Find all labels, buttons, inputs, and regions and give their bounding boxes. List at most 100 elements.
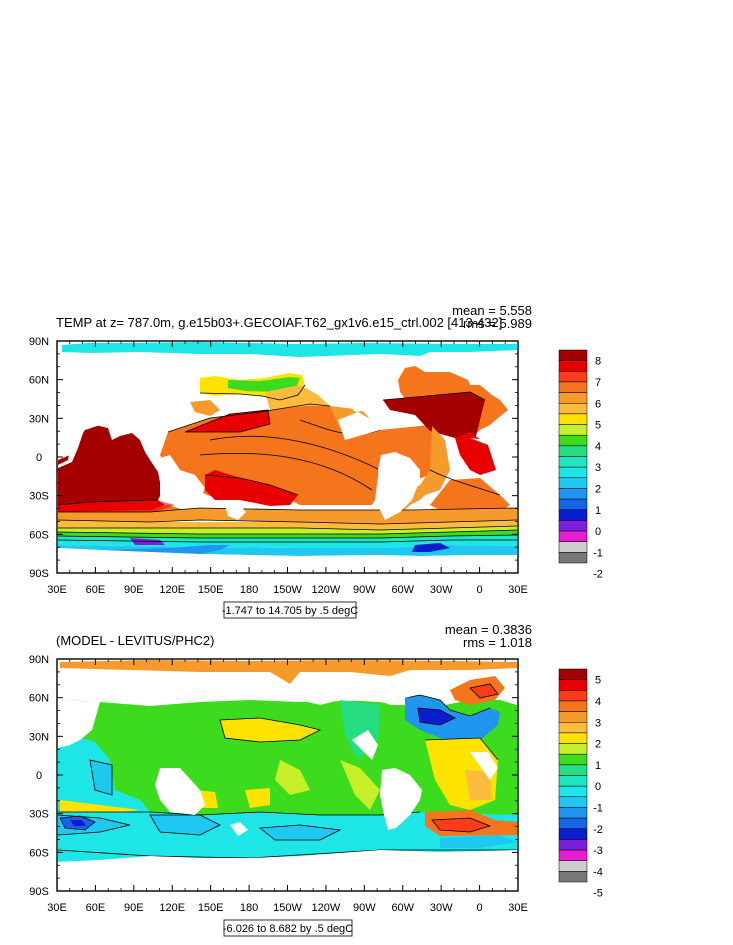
colorbar-swatch bbox=[558, 477, 588, 489]
x-tick-label: 150W bbox=[273, 902, 302, 914]
colorbar-label: -1 bbox=[593, 802, 603, 814]
colorbar-label: 8 bbox=[595, 356, 601, 368]
colorbar-swatch bbox=[558, 541, 588, 553]
x-tick-label: 150E bbox=[198, 584, 224, 596]
colorbar-swatch bbox=[558, 509, 588, 521]
colorbar-label: -1 bbox=[593, 547, 603, 559]
colorbar-swatch bbox=[558, 839, 588, 851]
x-tick-label: 150E bbox=[198, 902, 224, 914]
colorbar-swatch bbox=[558, 690, 588, 702]
y-tick-label: 0 bbox=[36, 452, 42, 464]
colorbar-swatch bbox=[558, 817, 588, 829]
colorbar-swatch bbox=[558, 360, 588, 372]
x-tick-label: 120W bbox=[312, 584, 341, 596]
colorbar-swatch bbox=[558, 679, 588, 691]
contour-info: -1.747 to 14.705 by .5 degC bbox=[222, 605, 358, 617]
colorbar-swatch bbox=[558, 403, 588, 415]
x-tick-label: 30W bbox=[430, 902, 453, 914]
colorbar-label: 4 bbox=[595, 696, 601, 708]
colorbar-swatch bbox=[558, 828, 588, 840]
panel-title: TEMP at z= 787.0m, g.e15b03+.GECOIAF.T62… bbox=[56, 315, 502, 330]
colorbar-swatch bbox=[558, 732, 588, 744]
x-ticks: 30E 60E 90E 120E 150E 180 150W 120W 90W 60W 30W 0 30… bbox=[47, 659, 528, 914]
colorbar-swatch bbox=[558, 871, 588, 883]
colorbar-swatch bbox=[558, 796, 588, 808]
y-tick-label: 0 bbox=[36, 770, 42, 782]
colorbar-label: 3 bbox=[595, 717, 601, 729]
x-tick-label: 150W bbox=[273, 584, 302, 596]
colorbar-swatch bbox=[558, 668, 588, 680]
x-tick-label: 60E bbox=[86, 902, 106, 914]
colorbar-swatch bbox=[558, 413, 588, 425]
y-tick-label: 30N bbox=[29, 413, 49, 425]
x-tick-label: 60W bbox=[391, 584, 414, 596]
colorbar-swatch bbox=[558, 849, 588, 861]
colorbar-swatch bbox=[558, 753, 588, 766]
colorbar-label: 0 bbox=[595, 781, 601, 793]
colorbar-label: 0 bbox=[595, 526, 601, 538]
colorbar-swatch bbox=[558, 488, 588, 500]
y-tick-label: 90N bbox=[29, 336, 49, 348]
x-tick-label: 0 bbox=[477, 584, 483, 596]
x-tick-label: 60W bbox=[391, 902, 414, 914]
colorbar-swatch bbox=[558, 520, 588, 532]
y-tick-label: 60N bbox=[29, 693, 49, 705]
x-tick-label: 120E bbox=[159, 584, 185, 596]
mean-stat: mean = 5.558 bbox=[452, 303, 532, 318]
colorbar-label: -4 bbox=[593, 866, 603, 878]
colorbar-label: 6 bbox=[595, 398, 601, 410]
colorbar-label: 2 bbox=[595, 483, 601, 495]
y-tick-label: 90S bbox=[29, 568, 49, 580]
rms-stat: rms = 1.018 bbox=[463, 635, 532, 650]
colorbar-label: 4 bbox=[595, 441, 601, 453]
x-tick-label: 30E bbox=[508, 902, 528, 914]
y-tick-label: 60N bbox=[29, 375, 49, 387]
colorbar-swatch bbox=[558, 722, 588, 734]
x-tick-label: 180 bbox=[240, 902, 258, 914]
y-tick-label: 90N bbox=[29, 654, 49, 666]
colorbar: 8 7 6 5 4 3 2 1 0 -1 -2 bbox=[558, 349, 603, 581]
colorbar-swatch bbox=[558, 371, 588, 383]
x-tick-label: 90W bbox=[353, 902, 376, 914]
x-tick-label: 30W bbox=[430, 584, 453, 596]
x-tick-label: 90E bbox=[124, 902, 144, 914]
map-field bbox=[57, 342, 518, 572]
panel-temp: TEMP at z= 787.0m, g.e15b03+.GECOIAF.T62… bbox=[29, 303, 603, 619]
colorbar-swatch bbox=[558, 711, 588, 723]
y-ticks: 90N 60N 30N 0 30S 60S 90S bbox=[29, 654, 518, 898]
x-tick-label: 120W bbox=[312, 902, 341, 914]
colorbar-swatch bbox=[558, 775, 588, 787]
colorbar-label: 5 bbox=[595, 675, 601, 687]
x-tick-label: 0 bbox=[477, 902, 483, 914]
panel-title: (MODEL - LEVITUS/PHC2) bbox=[56, 633, 214, 648]
rms-stat: rms = 5.989 bbox=[463, 316, 532, 331]
colorbar-swatch bbox=[558, 700, 588, 712]
colorbar-swatch bbox=[558, 466, 588, 479]
contour-info: -6.026 to 8.682 by .5 degC bbox=[223, 923, 353, 935]
x-tick-label: 60E bbox=[86, 584, 106, 596]
x-tick-label: 30E bbox=[508, 584, 528, 596]
contour-info-box bbox=[223, 601, 357, 619]
x-tick-label: 90E bbox=[124, 584, 144, 596]
y-tick-label: 60S bbox=[29, 847, 49, 859]
x-tick-label: 30E bbox=[47, 902, 67, 914]
colorbar-label: -2 bbox=[593, 569, 603, 581]
colorbar-swatch bbox=[558, 498, 588, 511]
colorbar-swatch bbox=[558, 445, 588, 457]
x-ticks: 30E 60E 90E 120E 150E 180 150W 120W 90W 60W 30W 0 30… bbox=[47, 341, 528, 596]
colorbar-swatch bbox=[558, 807, 588, 819]
x-tick-label: 30E bbox=[47, 584, 67, 596]
colorbar-label: 1 bbox=[595, 760, 601, 772]
colorbar-swatch bbox=[558, 381, 588, 393]
x-tick-label: 120E bbox=[159, 902, 185, 914]
colorbar-label: 5 bbox=[595, 420, 601, 432]
colorbar-label: 7 bbox=[595, 377, 601, 389]
colorbar-swatch bbox=[558, 764, 588, 776]
colorbar-swatch bbox=[558, 349, 588, 361]
y-tick-label: 30S bbox=[29, 491, 49, 503]
colorbar-swatch bbox=[558, 434, 588, 447]
y-tick-label: 90S bbox=[29, 886, 49, 898]
y-tick-label: 30S bbox=[29, 809, 49, 821]
map-field bbox=[57, 660, 517, 890]
